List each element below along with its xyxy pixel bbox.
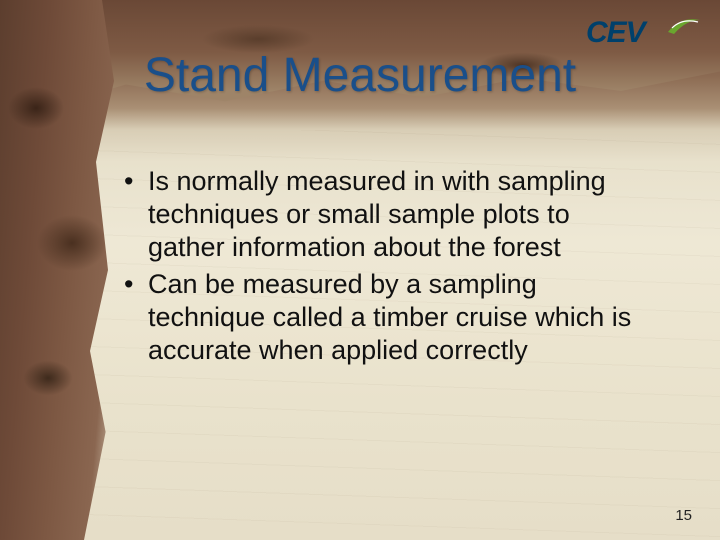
slide: CEV Stand Measurement Is normally measur… bbox=[0, 0, 720, 540]
list-item: Can be measured by a sampling technique … bbox=[120, 268, 640, 367]
content-area: Is normally measured in with sampling te… bbox=[120, 165, 640, 371]
logo-text: CEV bbox=[586, 16, 645, 50]
list-item: Is normally measured in with sampling te… bbox=[120, 165, 640, 264]
bullet-list: Is normally measured in with sampling te… bbox=[120, 165, 640, 367]
swoosh-icon bbox=[666, 14, 702, 36]
slide-title: Stand Measurement bbox=[0, 48, 720, 103]
page-number: 15 bbox=[675, 507, 692, 524]
